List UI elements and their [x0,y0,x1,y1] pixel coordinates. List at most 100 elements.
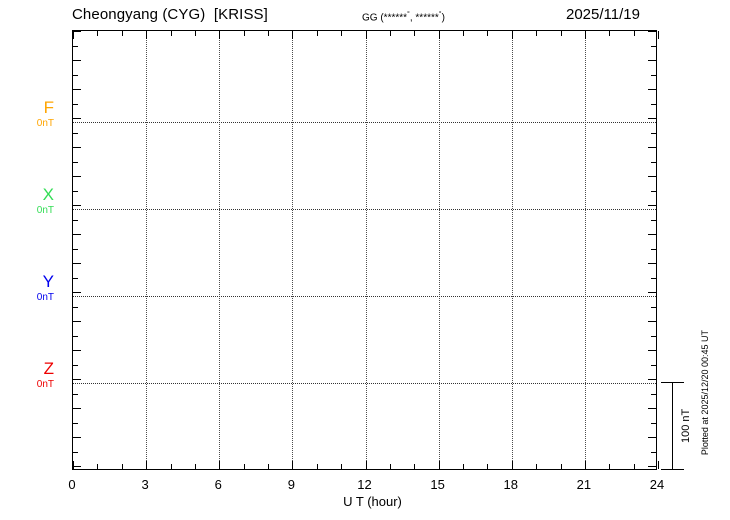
x-axis-tick [560,464,562,469]
x-tick-label: 9 [287,477,295,492]
x-axis-tick [658,461,659,469]
x-axis-tick [365,461,367,469]
y-axis-tick [73,89,81,90]
y-axis-tick [73,176,81,177]
magnetogram-plot-area [72,30,659,470]
x-axis-tick [97,464,99,469]
y-axis-tick [73,393,78,395]
x-axis-tick-top [414,31,416,36]
page-title: Cheongyang (CYG) [KRISS] [72,6,268,23]
y-axis-tick-right [651,335,656,337]
y-axis-tick [73,422,78,424]
y-axis-tick-right [648,31,656,32]
y-axis-tick-right [648,350,656,351]
y-axis-tick [73,364,78,366]
y-axis-tick [73,248,78,250]
y-axis-tick [73,161,78,163]
y-axis-tick [73,60,81,61]
y-axis-tick-right [648,408,656,409]
x-tick-label: 0 [68,477,76,492]
y-axis-tick-right [648,205,656,206]
x-tick-label: 21 [576,477,592,492]
baseline-gridline-z [73,383,656,384]
scale-bar-label: 100 nT [680,408,692,444]
y-axis-tick [73,335,78,337]
x-axis-tick [121,464,123,469]
y-axis-tick-right [648,60,656,61]
y-axis-tick [73,147,81,148]
geographic-coordinates: GG (******°, ******°) [362,11,445,23]
y-axis-tick-right [651,103,656,105]
x-axis-tick-top [170,31,172,36]
y-axis-tick-right [648,118,656,119]
component-label-x: X 0nT [14,186,54,216]
vertical-gridline [365,31,367,469]
y-axis-tick-right [648,176,656,177]
y-axis-tick [73,451,78,453]
x-axis-tick-top [658,31,659,39]
y-axis-tick-right [651,364,656,366]
y-axis-tick-right [651,393,656,395]
y-axis-tick [73,263,81,264]
y-axis-tick-right [648,321,656,322]
x-axis-tick-top [316,31,318,36]
x-axis-title-text: U T (hour) [343,494,402,509]
y-axis-tick [73,466,81,467]
vertical-gridline [584,31,586,469]
y-axis-tick-right [648,379,656,380]
y-axis-tick-right [651,219,656,221]
x-tick-label: 15 [430,477,445,492]
x-tick-label: 6 [214,477,222,492]
x-axis-tick-top [560,31,562,36]
x-axis-tick-top [292,31,294,39]
scale-bar [661,382,684,470]
baseline-gridline-y [73,296,656,297]
y-axis-tick-right [648,466,656,467]
x-axis-tick-top [511,31,513,39]
baseline-gridline-f [73,122,656,123]
coords-separator: , [409,12,416,24]
y-axis-tick [73,437,81,438]
component-label-f: F 0nT [14,99,54,129]
y-axis-tick-right [648,234,656,235]
vertical-gridline [146,31,148,469]
y-axis-tick [73,31,81,32]
x-axis-tick [487,464,489,469]
x-tick-label: 3 [141,477,149,492]
y-axis-tick [73,103,78,105]
vertical-gridline [438,31,440,469]
vertical-gridline [511,31,513,469]
y-axis-tick [73,45,78,47]
y-axis-tick-right [651,45,656,47]
scale-bar-bottom-cap [661,469,684,470]
y-axis-tick [73,277,78,279]
y-axis-tick [73,190,78,192]
y-axis-tick [73,234,81,235]
x-tick-label: 12 [357,477,372,492]
y-axis-tick [73,292,81,293]
x-axis-tick-top [268,31,269,36]
component-symbol-f: F [43,98,54,117]
y-axis-tick [73,350,81,351]
coords-latitude: ****** [383,12,408,24]
y-axis-tick-right [648,263,656,264]
x-tick-label: 24 [649,477,665,492]
x-axis-tick-top [365,31,367,39]
plotted-at-timestamp: Plotted at 2025/12/20 00:45 UT [700,330,710,456]
x-axis-tick-top [73,31,74,39]
x-axis-tick-top [633,31,635,36]
y-axis-tick-right [651,74,656,76]
x-axis-tick-top [487,31,489,36]
x-tick-label: 18 [503,477,518,492]
component-label-y: Y 0nT [14,273,54,303]
x-axis-tick-top [146,31,148,39]
coords-longitude: ****** [415,12,439,24]
component-label-z: Z 0nT [14,360,54,390]
y-axis-tick-right [648,437,656,438]
y-axis-tick-right [651,132,656,134]
x-axis-tick [219,461,221,469]
y-axis-tick [73,205,81,206]
x-axis-tick-top [219,31,221,39]
x-axis-tick-top [536,31,538,36]
scale-bar-top-cap [661,382,684,383]
